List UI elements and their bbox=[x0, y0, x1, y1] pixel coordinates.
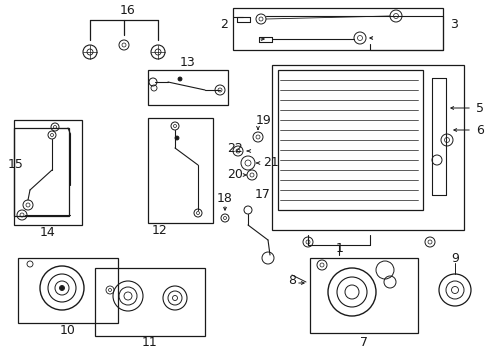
Text: 3: 3 bbox=[449, 18, 457, 31]
Text: 8: 8 bbox=[287, 274, 295, 287]
Text: 12: 12 bbox=[152, 224, 167, 237]
Text: 2: 2 bbox=[220, 18, 227, 31]
Bar bbox=[148, 118, 213, 223]
Bar bbox=[18, 258, 118, 323]
Text: 18: 18 bbox=[217, 192, 232, 204]
Circle shape bbox=[60, 285, 64, 291]
Bar bbox=[95, 268, 204, 336]
Text: 13: 13 bbox=[180, 55, 196, 68]
Text: 20: 20 bbox=[226, 168, 243, 181]
Text: 9: 9 bbox=[450, 252, 458, 265]
Bar bbox=[148, 70, 227, 105]
Text: 17: 17 bbox=[255, 189, 270, 202]
Text: 21: 21 bbox=[263, 156, 278, 168]
Bar bbox=[309, 258, 417, 333]
Text: 10: 10 bbox=[60, 324, 76, 337]
Text: 19: 19 bbox=[256, 113, 271, 126]
Bar bbox=[14, 120, 82, 225]
Bar bbox=[278, 70, 422, 210]
Text: 15: 15 bbox=[8, 158, 24, 171]
Text: 11: 11 bbox=[142, 336, 158, 348]
Text: 6: 6 bbox=[475, 123, 483, 136]
Text: 7: 7 bbox=[359, 336, 367, 348]
Text: 14: 14 bbox=[40, 226, 56, 239]
Bar bbox=[271, 65, 463, 230]
Circle shape bbox=[178, 77, 182, 81]
Circle shape bbox=[175, 136, 179, 140]
Text: 5: 5 bbox=[475, 102, 483, 114]
Bar bbox=[14, 128, 69, 216]
Bar bbox=[232, 8, 442, 50]
Text: 16: 16 bbox=[120, 4, 136, 17]
Text: 1: 1 bbox=[335, 242, 343, 255]
Text: 22: 22 bbox=[226, 141, 243, 154]
